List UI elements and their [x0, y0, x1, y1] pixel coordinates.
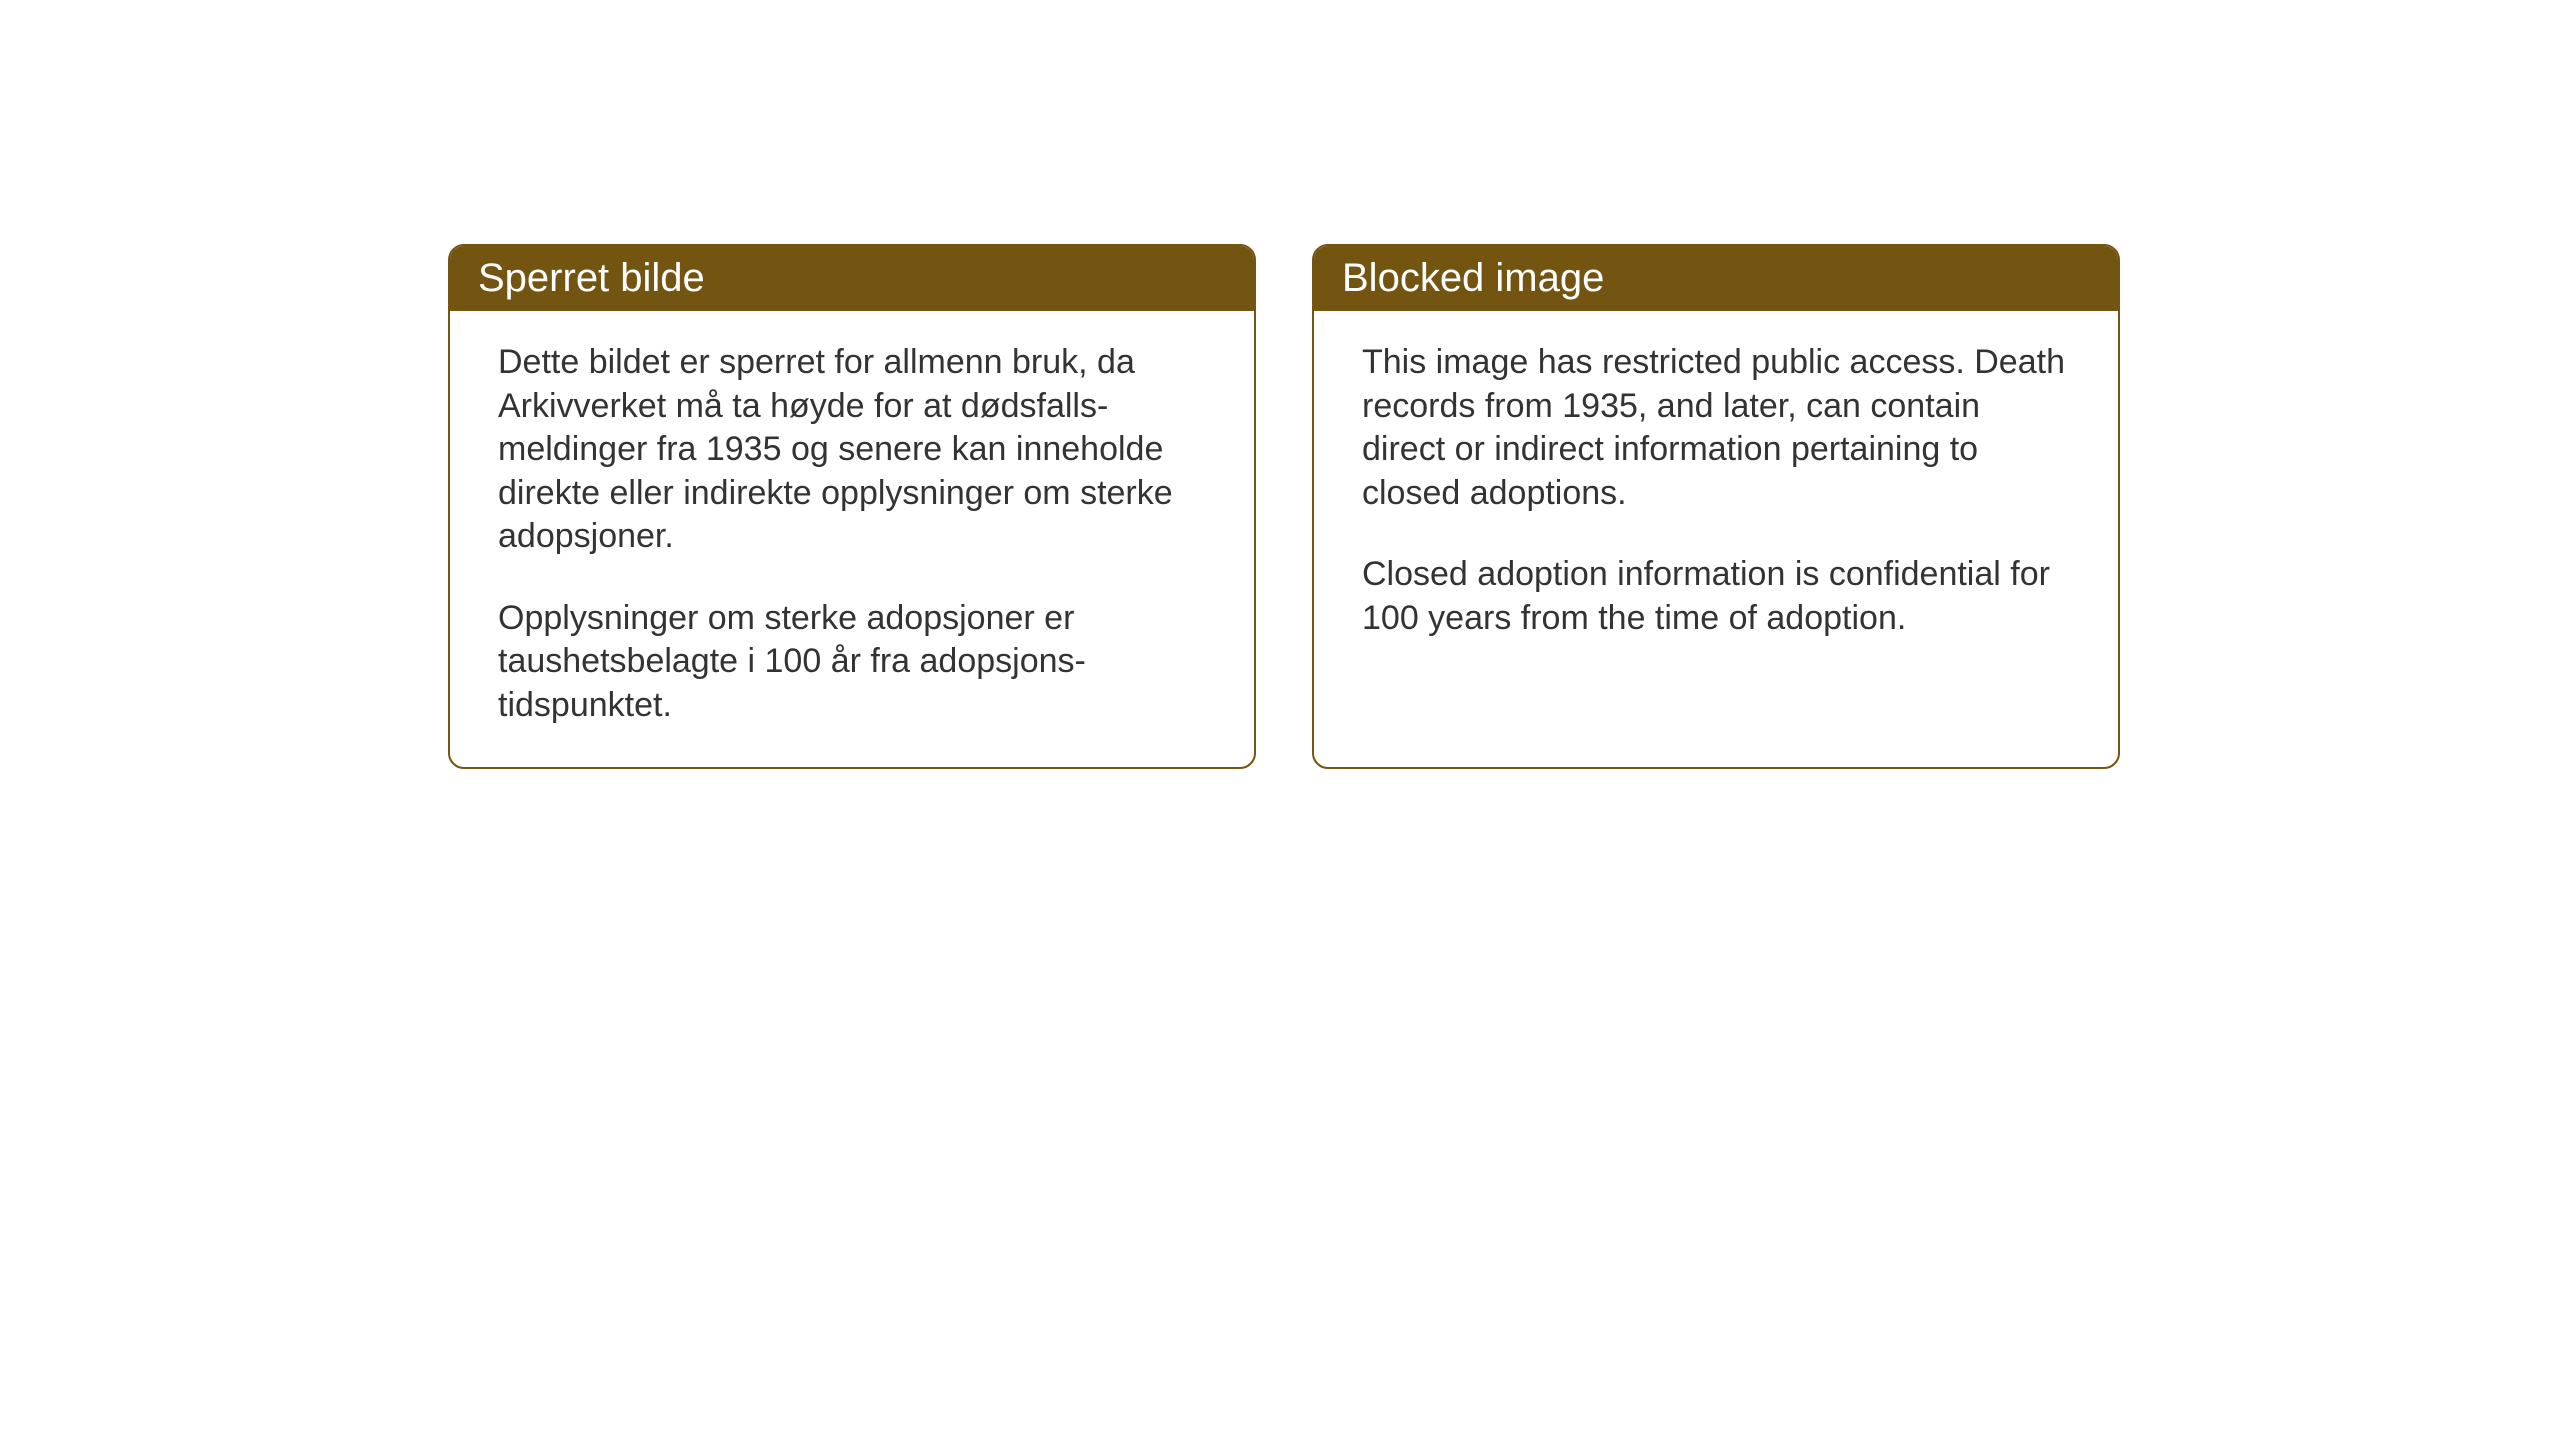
norwegian-notice-card: Sperret bilde Dette bildet er sperret fo…: [448, 244, 1256, 769]
norwegian-card-body: Dette bildet er sperret for allmenn bruk…: [450, 311, 1254, 767]
english-card-title: Blocked image: [1314, 246, 2118, 311]
english-paragraph-2: Closed adoption information is confident…: [1362, 553, 2070, 640]
english-notice-card: Blocked image This image has restricted …: [1312, 244, 2120, 769]
notice-container: Sperret bilde Dette bildet er sperret fo…: [448, 244, 2120, 769]
norwegian-paragraph-1: Dette bildet er sperret for allmenn bruk…: [498, 341, 1206, 559]
norwegian-card-title: Sperret bilde: [450, 246, 1254, 311]
english-card-body: This image has restricted public access.…: [1314, 311, 2118, 736]
norwegian-paragraph-2: Opplysninger om sterke adopsjoner er tau…: [498, 597, 1206, 728]
english-paragraph-1: This image has restricted public access.…: [1362, 341, 2070, 515]
